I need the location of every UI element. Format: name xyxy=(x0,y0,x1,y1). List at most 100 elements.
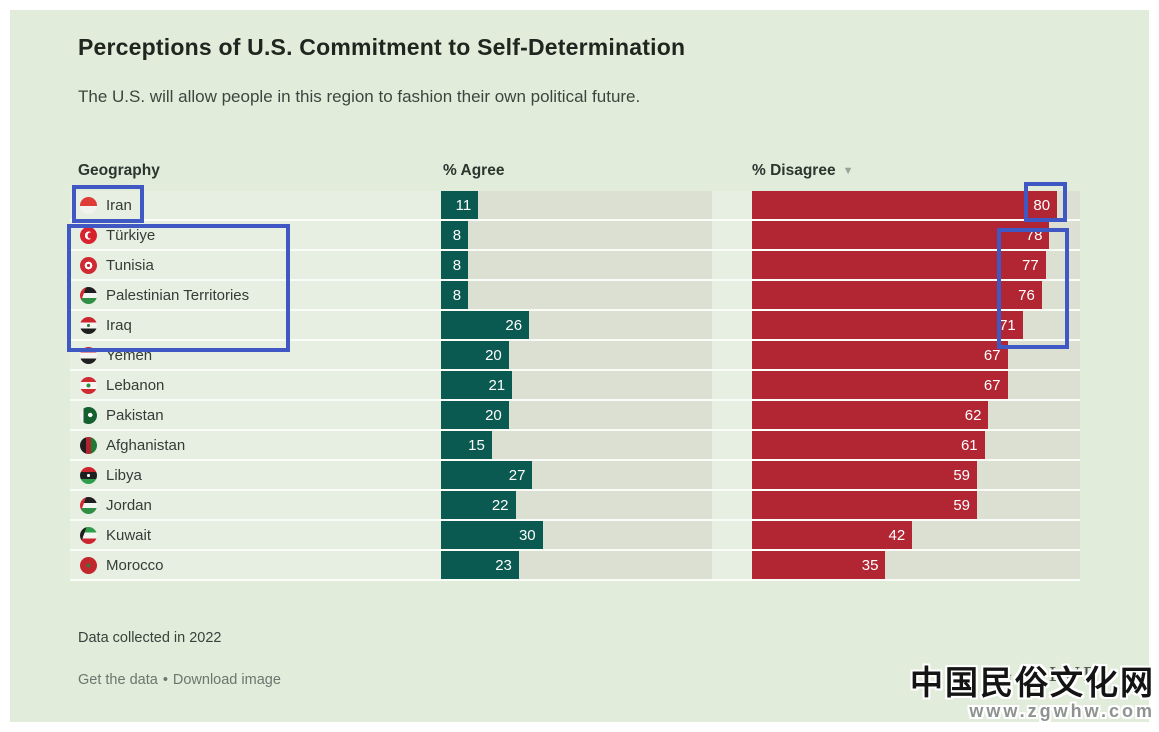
footer-links: Get the data • Download image xyxy=(78,672,281,688)
link-separator: • xyxy=(162,672,168,688)
watermark-url: www.zgwhw.com xyxy=(969,701,1155,721)
disagree-value: 71 xyxy=(999,316,1016,334)
disagree-bar-track: 71 xyxy=(752,311,1080,339)
disagree-bar: 35 xyxy=(752,551,886,579)
palestine-flag-icon xyxy=(80,286,97,304)
disagree-value: 59 xyxy=(953,466,971,484)
disagree-bar-track: 59 xyxy=(752,491,1080,519)
iran-flag-icon xyxy=(80,196,97,214)
column-gap xyxy=(712,521,752,549)
agree-bar: 8 xyxy=(441,221,469,249)
table-row: Yemen 20 67 xyxy=(70,341,1080,371)
column-gap xyxy=(712,461,752,489)
disagree-bar: 67 xyxy=(752,371,1008,399)
disagree-bar-track: 62 xyxy=(752,401,1080,429)
column-gap xyxy=(712,401,752,429)
disagree-value: 35 xyxy=(861,556,879,574)
watermark: 中国民俗文化网 www.zgwhw.com xyxy=(910,666,1155,722)
disagree-bar-track: 42 xyxy=(752,521,1080,549)
agree-bar-track: 23 xyxy=(441,551,712,579)
get-the-data-link[interactable]: Get the data xyxy=(78,672,158,688)
jordan-flag-icon xyxy=(80,496,97,514)
column-header-agree[interactable]: % Agree xyxy=(443,162,505,179)
disagree-value: 76 xyxy=(1018,286,1035,304)
country-label: Libya xyxy=(106,466,142,484)
column-gap xyxy=(712,371,752,399)
turkiye-flag-icon xyxy=(80,226,97,244)
column-header-disagree-label: % Disagree xyxy=(752,162,836,179)
disagree-bar: 42 xyxy=(752,521,913,549)
disagree-bar: 71 xyxy=(752,311,1023,339)
disagree-bar: 76 xyxy=(752,281,1042,309)
agree-value: 27 xyxy=(508,466,526,484)
agree-bar-track: 27 xyxy=(441,461,712,489)
disagree-bar: 62 xyxy=(752,401,989,429)
libya-flag-icon xyxy=(80,466,97,484)
disagree-bar: 77 xyxy=(752,251,1046,279)
highlight-box-iran-label xyxy=(72,185,144,223)
geography-cell: Lebanon xyxy=(70,371,441,399)
table-row: Lebanon 21 67 xyxy=(70,371,1080,401)
agree-bar-track: 11 xyxy=(441,191,712,219)
column-gap xyxy=(712,431,752,459)
watermark-site-name: 中国民俗文化网 xyxy=(910,664,1155,702)
agree-value: 26 xyxy=(505,316,523,334)
agree-bar-track: 20 xyxy=(441,401,712,429)
table-row: Jordan 22 59 xyxy=(70,491,1080,521)
disagree-value: 67 xyxy=(983,346,1001,364)
agree-bar: 22 xyxy=(441,491,516,519)
agree-bar: 20 xyxy=(441,341,509,369)
pakistan-flag-icon xyxy=(80,406,97,424)
agree-bar: 30 xyxy=(441,521,543,549)
disagree-value: 61 xyxy=(960,436,978,454)
disagree-bar-track: 76 xyxy=(752,281,1080,309)
disagree-value: 77 xyxy=(1021,256,1039,274)
country-label: Palestinian Territories xyxy=(106,286,250,304)
agree-value: 20 xyxy=(485,346,502,364)
geography-cell: Tunisia xyxy=(70,251,441,279)
download-image-link[interactable]: Download image xyxy=(172,672,281,688)
disagree-bar: 67 xyxy=(752,341,1008,369)
agree-bar: 26 xyxy=(441,311,530,339)
highlight-box-disagree-80 xyxy=(1024,182,1067,222)
disagree-value: 59 xyxy=(953,496,971,514)
agree-bar: 27 xyxy=(441,461,533,489)
geography-cell: Afghanistan xyxy=(70,431,441,459)
page-subtitle: The U.S. will allow people in this regio… xyxy=(78,87,641,106)
geography-cell: Iraq xyxy=(70,311,441,339)
agree-value: 11 xyxy=(455,196,472,214)
agree-bar: 20 xyxy=(441,401,509,429)
disagree-bar: 59 xyxy=(752,461,978,489)
geography-cell: Jordan xyxy=(70,491,441,519)
geography-cell: Kuwait xyxy=(70,521,441,549)
table-row: Libya 27 59 xyxy=(70,461,1080,491)
disagree-value: 42 xyxy=(888,526,906,544)
agree-bar-track: 8 xyxy=(441,251,712,279)
disagree-bar: 61 xyxy=(752,431,985,459)
agree-value: 21 xyxy=(488,376,506,394)
agree-bar-track: 26 xyxy=(441,311,712,339)
column-gap xyxy=(712,221,752,249)
column-header-disagree[interactable]: % Disagree ▼ xyxy=(752,162,853,180)
country-label: Jordan xyxy=(106,496,152,514)
column-header-geography: Geography xyxy=(78,162,160,179)
column-gap xyxy=(712,551,752,579)
disagree-bar-track: 35 xyxy=(752,551,1080,579)
table-row: Kuwait 30 42 xyxy=(70,521,1080,551)
morocco-flag-icon xyxy=(80,556,97,574)
data-note: Data collected in 2022 xyxy=(78,630,222,646)
table-row: Iraq 26 71 xyxy=(70,311,1080,341)
agree-bar: 21 xyxy=(441,371,513,399)
agree-bar: 15 xyxy=(441,431,492,459)
table-row: Morocco 23 35 xyxy=(70,551,1080,581)
agree-bar: 11 xyxy=(441,191,479,219)
agree-bar-track: 22 xyxy=(441,491,712,519)
country-label: Afghanistan xyxy=(106,436,186,454)
agree-bar-track: 21 xyxy=(441,371,712,399)
column-gap xyxy=(712,341,752,369)
agree-bar: 8 xyxy=(441,251,469,279)
sort-descending-icon: ▼ xyxy=(842,165,854,177)
agree-bar: 23 xyxy=(441,551,519,579)
table-row: Pakistan 20 62 xyxy=(70,401,1080,431)
disagree-bar-track: 77 xyxy=(752,251,1080,279)
